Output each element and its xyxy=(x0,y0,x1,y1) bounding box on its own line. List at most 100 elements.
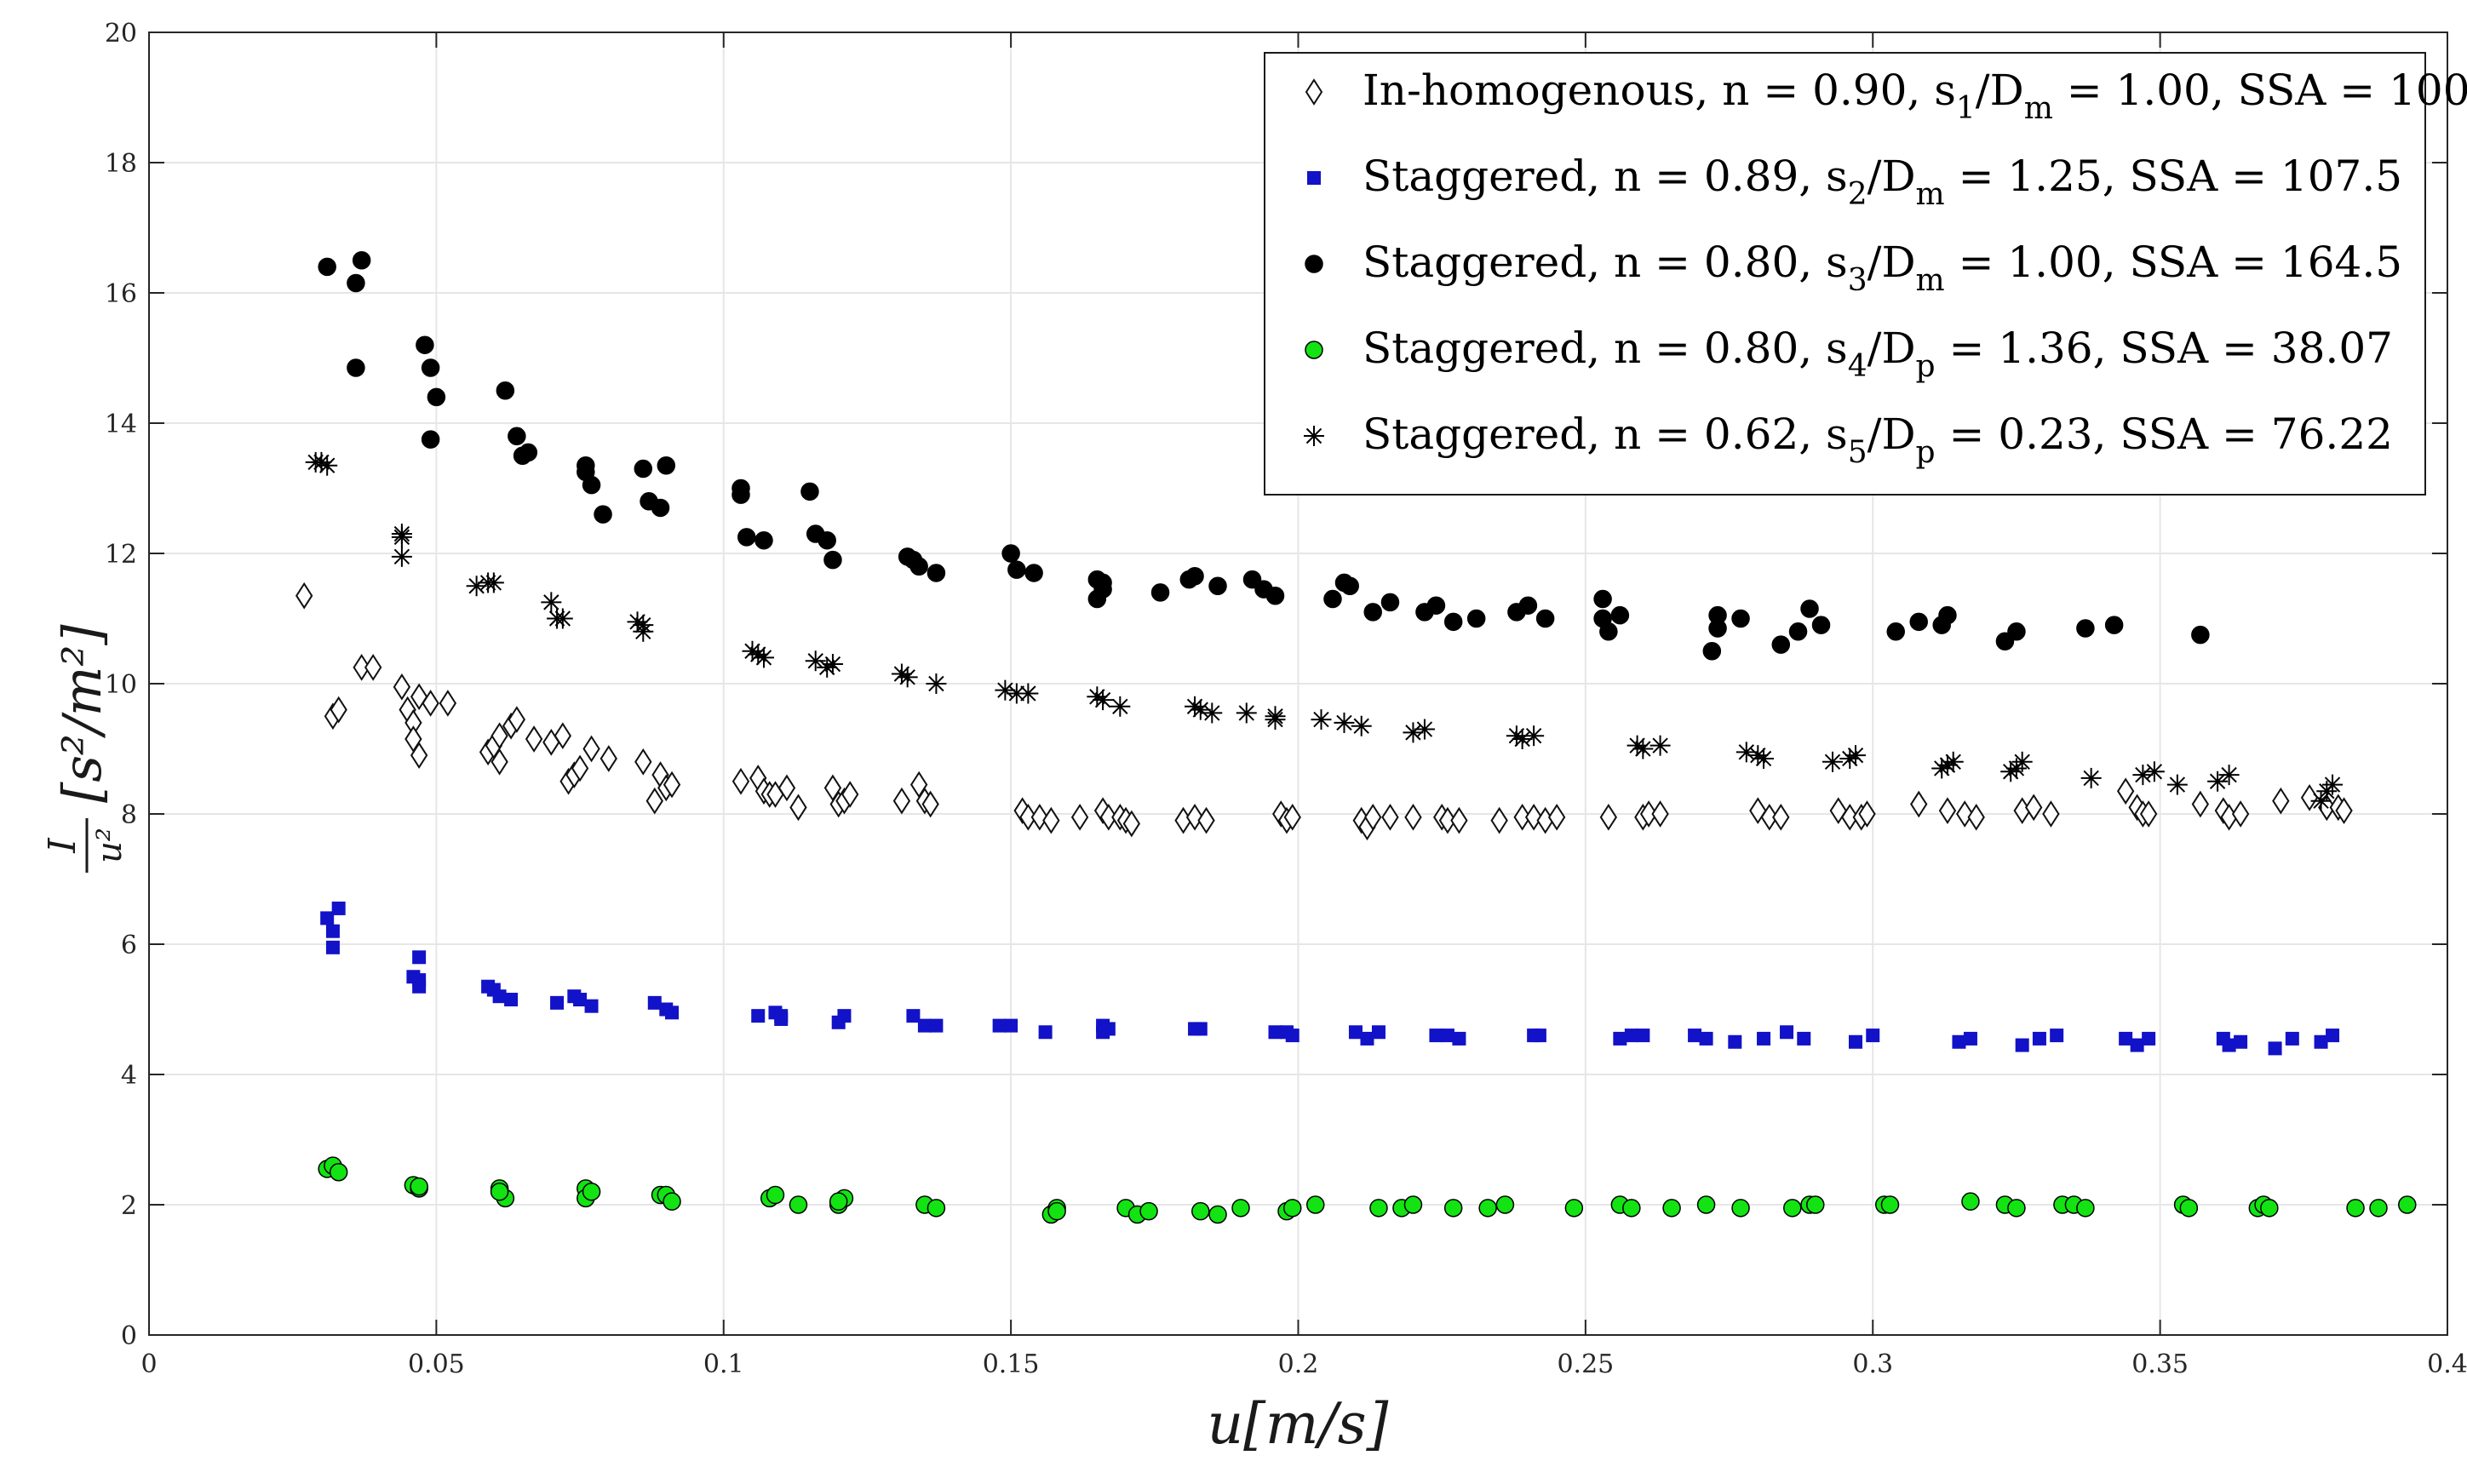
data-point xyxy=(1369,1199,1388,1218)
data-point xyxy=(2335,797,2353,825)
data-point xyxy=(2260,1199,2279,1218)
data-point xyxy=(1632,738,1654,759)
data-point xyxy=(519,443,538,462)
data-point xyxy=(1757,1031,1771,1046)
data-point xyxy=(751,1009,766,1023)
y-tick-label: 18 xyxy=(105,149,137,179)
legend-entry: Staggered, n = 0.80, s3/Dm = 1.00, SSA =… xyxy=(1305,238,2402,298)
data-point xyxy=(663,771,681,799)
data-point xyxy=(921,790,939,818)
data-point xyxy=(330,696,347,724)
data-point xyxy=(1268,1025,1282,1040)
legend-marker xyxy=(1305,78,1323,106)
y-axis-label: I u² [s²/m²] xyxy=(41,624,129,873)
data-point xyxy=(1696,1195,1716,1214)
data-point xyxy=(1849,1034,1863,1049)
data-point xyxy=(1624,1028,1638,1043)
data-point xyxy=(1007,560,1026,579)
data-point xyxy=(657,456,676,475)
data-point xyxy=(552,608,573,629)
legend-marker xyxy=(1305,341,1323,359)
data-point xyxy=(1910,790,1928,818)
data-point xyxy=(754,530,773,550)
data-point xyxy=(2272,787,2290,815)
data-point xyxy=(1024,564,1043,582)
data-point xyxy=(2076,1199,2095,1218)
legend-label: Staggered, n = 0.62, s5/Dp = 0.23, SSA =… xyxy=(1363,410,2393,470)
data-point xyxy=(1622,1199,1641,1218)
data-point xyxy=(1231,1199,1250,1218)
data-point xyxy=(496,381,515,400)
data-point xyxy=(841,781,859,808)
data-point xyxy=(1038,1025,1053,1040)
data-point xyxy=(2166,774,2188,795)
data-point xyxy=(823,550,842,570)
data-point xyxy=(1323,589,1342,609)
data-point xyxy=(1797,1031,1811,1046)
data-point xyxy=(1202,702,1223,724)
data-point xyxy=(325,940,340,954)
data-point xyxy=(1265,586,1285,605)
data-point xyxy=(1208,576,1227,595)
data-point xyxy=(1942,751,1964,772)
data-point xyxy=(1193,1022,1208,1036)
data-point xyxy=(1101,1022,1116,1036)
data-point xyxy=(2322,774,2344,795)
data-point xyxy=(422,690,439,717)
data-point xyxy=(1380,593,1400,612)
data-point xyxy=(766,1185,785,1205)
x-tick-label: 0.2 xyxy=(1278,1349,1319,1379)
legend-entry: Staggered, n = 0.89, s2/Dm = 1.25, SSA =… xyxy=(1307,152,2402,212)
data-point xyxy=(1018,683,1039,704)
data-point xyxy=(1931,758,1953,779)
data-point xyxy=(1564,1199,1584,1218)
data-point xyxy=(634,748,652,776)
legend-marker xyxy=(1304,426,1324,446)
data-point xyxy=(1822,751,1844,772)
data-point xyxy=(491,748,508,776)
data-point xyxy=(1478,1199,1497,1218)
data-point xyxy=(311,451,332,473)
data-point xyxy=(1360,1031,1374,1046)
data-point xyxy=(1599,803,1618,831)
data-point xyxy=(410,1177,428,1196)
data-point xyxy=(1728,1034,1742,1049)
data-point xyxy=(525,725,543,753)
y-tick-label: 12 xyxy=(105,540,137,570)
data-point xyxy=(1547,803,1566,831)
data-point xyxy=(1443,1199,1463,1218)
data-point xyxy=(2119,1031,2133,1046)
data-point xyxy=(1841,803,1859,831)
data-point xyxy=(2222,1038,2236,1052)
x-tick-label: 0 xyxy=(141,1349,157,1379)
data-point xyxy=(731,485,750,504)
data-point xyxy=(1938,605,1957,625)
legend-label: Staggered, n = 0.89, s2/Dm = 1.25, SSA =… xyxy=(1363,152,2402,212)
data-point xyxy=(917,1018,932,1033)
x-tick-label: 0.1 xyxy=(703,1349,744,1379)
data-point xyxy=(1197,806,1215,834)
x-tick-label: 0.25 xyxy=(1557,1349,1614,1379)
y-label-denominator: u² xyxy=(90,828,129,863)
data-point xyxy=(1956,800,1974,828)
data-point xyxy=(1285,1028,1299,1043)
data-point xyxy=(391,526,412,547)
data-point xyxy=(1952,1034,1966,1049)
y-tick-label: 4 xyxy=(121,1061,137,1091)
data-point xyxy=(1030,803,1049,831)
data-point xyxy=(1340,576,1359,595)
data-point xyxy=(927,1199,946,1218)
data-point xyxy=(995,679,1016,701)
data-point xyxy=(1967,803,1985,831)
data-point xyxy=(1452,1031,1466,1046)
data-point xyxy=(352,251,371,270)
data-point xyxy=(800,482,819,501)
data-point xyxy=(317,455,338,476)
data-point xyxy=(1093,690,1114,711)
y-tick-label: 20 xyxy=(105,19,137,49)
data-point xyxy=(647,995,662,1010)
data-point xyxy=(427,387,446,407)
data-point xyxy=(364,654,382,681)
data-point xyxy=(508,427,526,446)
y-tick-label: 14 xyxy=(105,410,137,439)
